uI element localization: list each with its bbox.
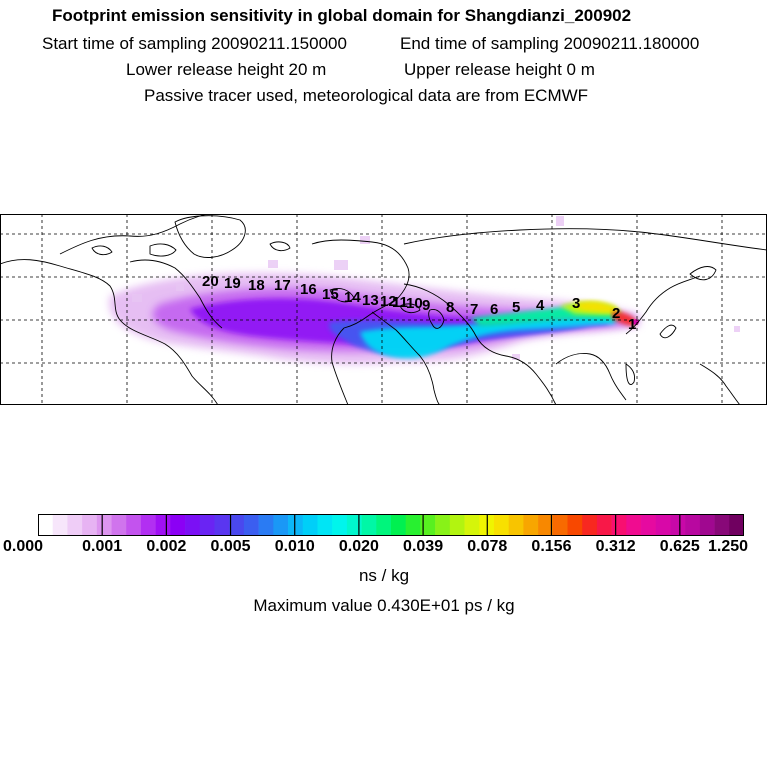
colorbar-tick-label: 0.312 [595,538,636,555]
colorbar-tick-label: 0.625 [659,538,700,555]
colorbar-cell [626,514,642,536]
trajectory-label-15: 15 [322,286,339,303]
colorbar-unit: ns / kg [358,566,410,585]
trajectory-label-9: 9 [422,297,430,314]
colorbar-cell [641,514,657,536]
colorbar-cell [243,514,259,536]
colorbar-cell [126,514,142,536]
trajectory-label-11: 11 [392,294,408,311]
colorbar-cell [538,514,554,536]
sensitivity-plume [109,216,740,365]
colorbar-cell [391,514,407,536]
colorbar-cell [111,514,127,536]
page-title: Footprint emission sensitivity in global… [52,6,632,25]
lower-release-height-label: Lower release height 20 m [126,60,327,79]
colorbar-cell [493,514,509,536]
colorbar-tick-label: 0.005 [210,538,251,555]
colorbar-cell [685,514,701,536]
colorbar-cell [229,514,245,536]
colorbar-cell [508,514,524,536]
colorbar-cell [96,514,112,536]
colorbar-cell [258,514,274,536]
colorbar-tick-label: 0.078 [467,538,508,555]
colorbar-cell [52,514,68,536]
colorbar-cell [699,514,715,536]
colorbar [38,514,744,536]
trajectory-label-6: 6 [490,301,498,318]
trajectory-label-20: 20 [202,273,219,290]
colorbar-tick-label: 0.020 [338,538,379,555]
trajectory-label-13: 13 [362,292,379,309]
colorbar-cell [170,514,186,536]
colorbar-cell [82,514,98,536]
colorbar-cell [729,514,744,536]
colorbar-cell [611,514,627,536]
colorbar-cell [273,514,289,536]
colorbar-tick-label: 0.010 [274,538,315,555]
trajectory-label-17: 17 [274,277,291,294]
colorbar-cell [405,514,421,536]
colorbar-cell [596,514,612,536]
colorbar-cell [449,514,465,536]
colorbar-cell [67,514,83,536]
colorbar-cell [199,514,215,536]
colorbar-tick-label: 0.156 [531,538,572,555]
colorbar-cell [302,514,318,536]
colorbar-cell [346,514,362,536]
trajectory-label-3: 3 [572,295,580,312]
trajectory-label-1: 1 [628,316,636,333]
tracer-note: Passive tracer used, meteorological data… [144,86,589,105]
trajectory-label-18: 18 [248,277,265,294]
trajectory-label-14: 14 [344,289,361,306]
colorbar-tick-label: 0.002 [146,538,187,555]
end-time-label: End time of sampling 20090211.180000 [400,34,700,53]
colorbar-cell [420,514,436,536]
colorbar-cell [185,514,201,536]
colorbar-tick-label: 1.250 [707,538,749,555]
colorbar-cell [435,514,451,536]
colorbar-cell [582,514,598,536]
colorbar-tick-label: 0.039 [403,538,444,555]
trajectory-label-7: 7 [470,301,478,318]
maximum-value-label: Maximum value 0.430E+01 ps / kg [253,596,515,615]
colorbar-cell [523,514,539,536]
colorbar-tick-label: 0.000 [2,538,44,555]
colorbar-cell [155,514,171,536]
colorbar-cell [288,514,304,536]
colorbar-cell [670,514,686,536]
trajectory-label-16: 16 [300,281,317,298]
trajectory-label-12: 12 [380,293,397,310]
graticule [0,214,767,405]
colorbar-cell [140,514,156,536]
colorbar-cell [361,514,377,536]
colorbar-cell [332,514,348,536]
colorbar-cell [567,514,583,536]
colorbar-cell [714,514,730,536]
colorbar-cell [464,514,480,536]
colorbar-cell [317,514,333,536]
colorbar-cell [214,514,230,536]
trajectory-label-4: 4 [536,297,545,314]
trajectory-label-10: 10 [406,295,423,312]
trajectory-label-19: 19 [224,275,241,292]
colorbar-cell [38,514,54,536]
colorbar-cell [552,514,568,536]
colorbar-cell [655,514,671,536]
trajectory-label-5: 5 [512,299,520,316]
trajectory-label-8: 8 [446,299,454,316]
trajectory-label-2: 2 [612,305,620,322]
colorbar-tick-label: 0.001 [82,538,123,555]
upper-release-height-label: Upper release height 0 m [404,60,595,79]
start-time-label: Start time of sampling 20090211.150000 [42,34,347,53]
colorbar-cell [376,514,392,536]
